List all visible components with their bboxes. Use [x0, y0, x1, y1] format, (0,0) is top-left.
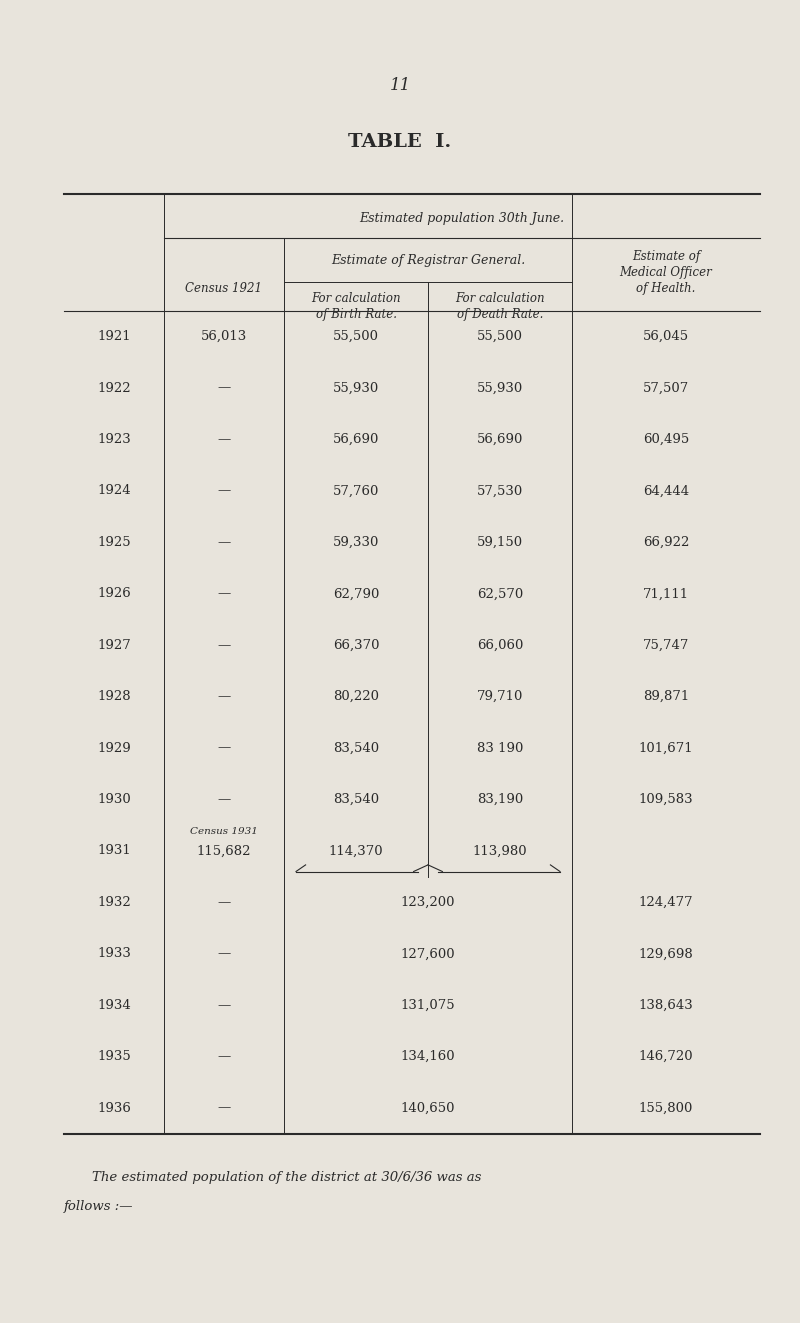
- Text: 56,690: 56,690: [477, 433, 523, 446]
- Text: 66,370: 66,370: [333, 639, 379, 652]
- Text: —: —: [218, 691, 230, 703]
- Text: 140,650: 140,650: [401, 1102, 455, 1114]
- Text: The estimated population of the district at 30/6/36 was as: The estimated population of the district…: [92, 1171, 482, 1184]
- Text: —: —: [218, 896, 230, 909]
- Text: 146,720: 146,720: [638, 1050, 694, 1064]
- Text: 1936: 1936: [97, 1102, 131, 1114]
- Text: 155,800: 155,800: [639, 1102, 693, 1114]
- Text: 66,060: 66,060: [477, 639, 523, 652]
- Text: 1924: 1924: [97, 484, 131, 497]
- Text: 55,930: 55,930: [333, 381, 379, 394]
- Text: 1923: 1923: [97, 433, 131, 446]
- Text: 1926: 1926: [97, 587, 131, 601]
- Text: 55,500: 55,500: [333, 331, 379, 343]
- Text: 115,682: 115,682: [197, 844, 251, 857]
- Text: 1935: 1935: [97, 1050, 131, 1064]
- Text: 71,111: 71,111: [643, 587, 689, 601]
- Text: 62,570: 62,570: [477, 587, 523, 601]
- Text: 1931: 1931: [97, 844, 131, 857]
- Text: 11: 11: [390, 78, 410, 94]
- Text: For calculation: For calculation: [311, 292, 401, 306]
- Text: 129,698: 129,698: [638, 947, 694, 960]
- Text: 1934: 1934: [97, 999, 131, 1012]
- Text: Estimated population 30th June.: Estimated population 30th June.: [359, 212, 565, 225]
- Text: 83 190: 83 190: [477, 742, 523, 754]
- Text: 123,200: 123,200: [401, 896, 455, 909]
- Text: 83,190: 83,190: [477, 792, 523, 806]
- Text: Medical Officer: Medical Officer: [620, 266, 712, 279]
- Text: 55,930: 55,930: [477, 381, 523, 394]
- Text: of Death Rate.: of Death Rate.: [457, 308, 543, 321]
- Text: —: —: [218, 536, 230, 549]
- Text: 101,671: 101,671: [638, 742, 694, 754]
- Text: 83,540: 83,540: [333, 742, 379, 754]
- Text: 89,871: 89,871: [643, 691, 689, 703]
- Text: —: —: [218, 587, 230, 601]
- Text: 66,922: 66,922: [643, 536, 689, 549]
- Text: 134,160: 134,160: [401, 1050, 455, 1064]
- Text: Census 1921: Census 1921: [186, 282, 262, 295]
- Text: —: —: [218, 639, 230, 652]
- Text: 64,444: 64,444: [643, 484, 689, 497]
- Text: of Health.: of Health.: [636, 282, 696, 295]
- Text: 60,495: 60,495: [643, 433, 689, 446]
- Text: of Birth Rate.: of Birth Rate.: [315, 308, 397, 321]
- Text: —: —: [218, 792, 230, 806]
- Text: 59,330: 59,330: [333, 536, 379, 549]
- Text: Census 1931: Census 1931: [190, 827, 258, 836]
- Text: 138,643: 138,643: [638, 999, 694, 1012]
- Text: 75,747: 75,747: [643, 639, 689, 652]
- Text: Estimate of: Estimate of: [632, 250, 700, 263]
- Text: 1925: 1925: [97, 536, 131, 549]
- Text: 1933: 1933: [97, 947, 131, 960]
- Text: 55,500: 55,500: [477, 331, 523, 343]
- Text: 62,790: 62,790: [333, 587, 379, 601]
- Text: —: —: [218, 381, 230, 394]
- Text: 1929: 1929: [97, 742, 131, 754]
- Text: —: —: [218, 1050, 230, 1064]
- Text: —: —: [218, 433, 230, 446]
- Text: —: —: [218, 1102, 230, 1114]
- Text: 79,710: 79,710: [477, 691, 523, 703]
- Text: 113,980: 113,980: [473, 844, 527, 857]
- Text: 83,540: 83,540: [333, 792, 379, 806]
- Text: —: —: [218, 742, 230, 754]
- Text: 131,075: 131,075: [401, 999, 455, 1012]
- Text: 1927: 1927: [97, 639, 131, 652]
- Text: 57,507: 57,507: [643, 381, 689, 394]
- Text: 114,370: 114,370: [329, 844, 383, 857]
- Text: 1930: 1930: [97, 792, 131, 806]
- Text: 109,583: 109,583: [638, 792, 694, 806]
- Text: follows :—: follows :—: [64, 1200, 134, 1213]
- Text: 1928: 1928: [97, 691, 131, 703]
- Text: 59,150: 59,150: [477, 536, 523, 549]
- Text: 57,760: 57,760: [333, 484, 379, 497]
- Text: —: —: [218, 947, 230, 960]
- Text: —: —: [218, 999, 230, 1012]
- Text: TABLE  I.: TABLE I.: [348, 132, 452, 151]
- Text: 1922: 1922: [97, 381, 131, 394]
- Text: 1932: 1932: [97, 896, 131, 909]
- Text: For calculation: For calculation: [455, 292, 545, 306]
- Text: 56,013: 56,013: [201, 331, 247, 343]
- Text: Estimate of Registrar General.: Estimate of Registrar General.: [331, 254, 525, 267]
- Text: —: —: [218, 484, 230, 497]
- Text: 56,690: 56,690: [333, 433, 379, 446]
- Text: 80,220: 80,220: [333, 691, 379, 703]
- Text: 1921: 1921: [97, 331, 131, 343]
- Text: 56,045: 56,045: [643, 331, 689, 343]
- Text: 127,600: 127,600: [401, 947, 455, 960]
- Text: 57,530: 57,530: [477, 484, 523, 497]
- Text: 124,477: 124,477: [638, 896, 694, 909]
